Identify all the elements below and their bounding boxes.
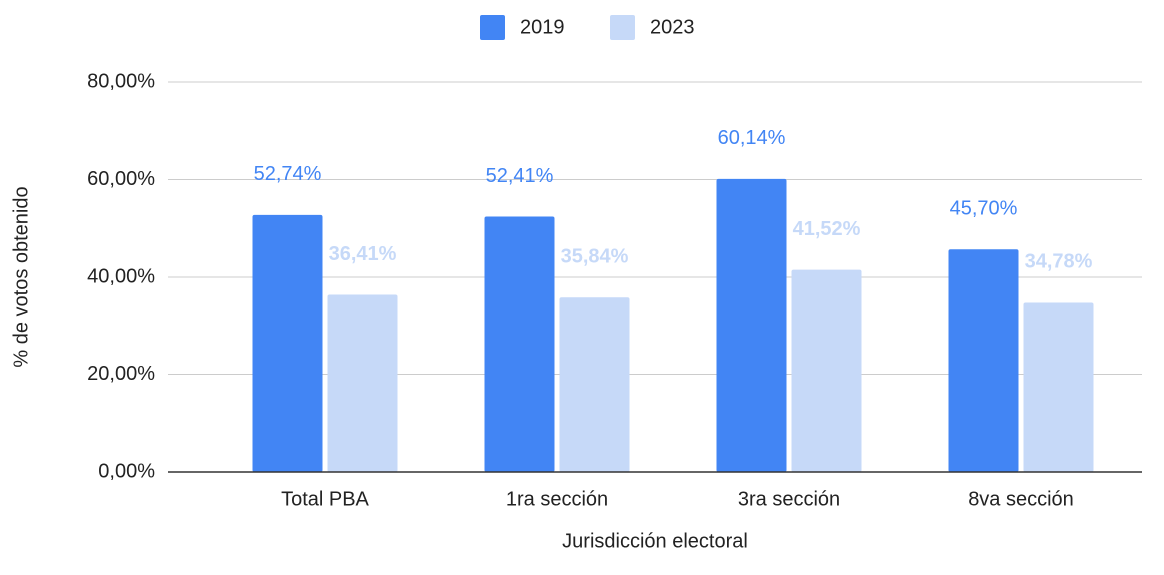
data-label: 45,70% <box>950 197 1018 219</box>
bar <box>484 216 555 472</box>
data-label: 52,41% <box>486 165 554 187</box>
bar <box>252 214 323 472</box>
data-label: 52,74% <box>254 163 322 185</box>
legend-swatch <box>480 15 505 40</box>
y-axis-label: % de votos obtenido <box>10 186 32 367</box>
data-label: 34,78% <box>1025 251 1093 273</box>
x-tick-label: 1ra sección <box>506 488 608 510</box>
legend-swatch <box>610 15 635 40</box>
bar <box>948 249 1019 472</box>
bar <box>791 269 862 472</box>
y-tick-label: 80,00% <box>87 70 155 92</box>
x-axis-label: Jurisdicción electoral <box>562 530 748 552</box>
y-tick-label: 60,00% <box>87 168 155 190</box>
y-tick-label: 0,00% <box>98 460 155 482</box>
bar <box>716 178 787 472</box>
x-tick-label: 3ra sección <box>738 488 840 510</box>
legend-label: 2019 <box>520 16 565 38</box>
data-label: 36,41% <box>329 243 397 265</box>
data-label: 35,84% <box>561 246 629 268</box>
x-tick-label: 8va sección <box>968 488 1074 510</box>
data-label: 60,14% <box>718 127 786 149</box>
y-tick-label: 20,00% <box>87 363 155 385</box>
legend-label: 2023 <box>650 16 695 38</box>
bar <box>1023 302 1094 472</box>
y-tick-label: 40,00% <box>87 265 155 287</box>
bar <box>559 297 630 472</box>
x-tick-label: Total PBA <box>281 488 369 510</box>
bar <box>327 294 398 472</box>
data-label: 41,52% <box>793 218 861 240</box>
